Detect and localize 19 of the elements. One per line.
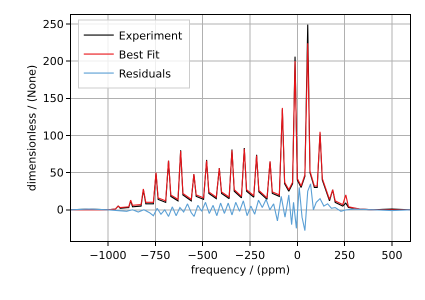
legend-label: Residuals (118, 67, 172, 80)
x-tick-label: 0 (294, 249, 301, 262)
x-tick-label: 500 (382, 249, 403, 262)
y-tick-label: 0 (56, 204, 64, 217)
x-tick-label: −1000 (89, 249, 127, 262)
y-tick-label: 150 (42, 92, 64, 106)
x-tick-label: −500 (188, 249, 218, 262)
legend-label: Best Fit (118, 48, 160, 62)
y-tick-label: 50 (50, 166, 64, 180)
y-tick-label: 200 (42, 54, 64, 68)
x-tick-label: −750 (140, 249, 170, 262)
x-tick-label: 250 (334, 249, 356, 262)
y-axis-title: dimensionless / (None) (25, 64, 38, 192)
x-axis-title: frequency / (ppm) (190, 263, 290, 276)
x-tick-label: −250 (234, 249, 266, 262)
y-tick-label: 100 (42, 129, 64, 142)
y-tick-label: 250 (42, 18, 64, 31)
line-series (71, 183, 410, 232)
legend-label: Experiment (118, 29, 184, 42)
